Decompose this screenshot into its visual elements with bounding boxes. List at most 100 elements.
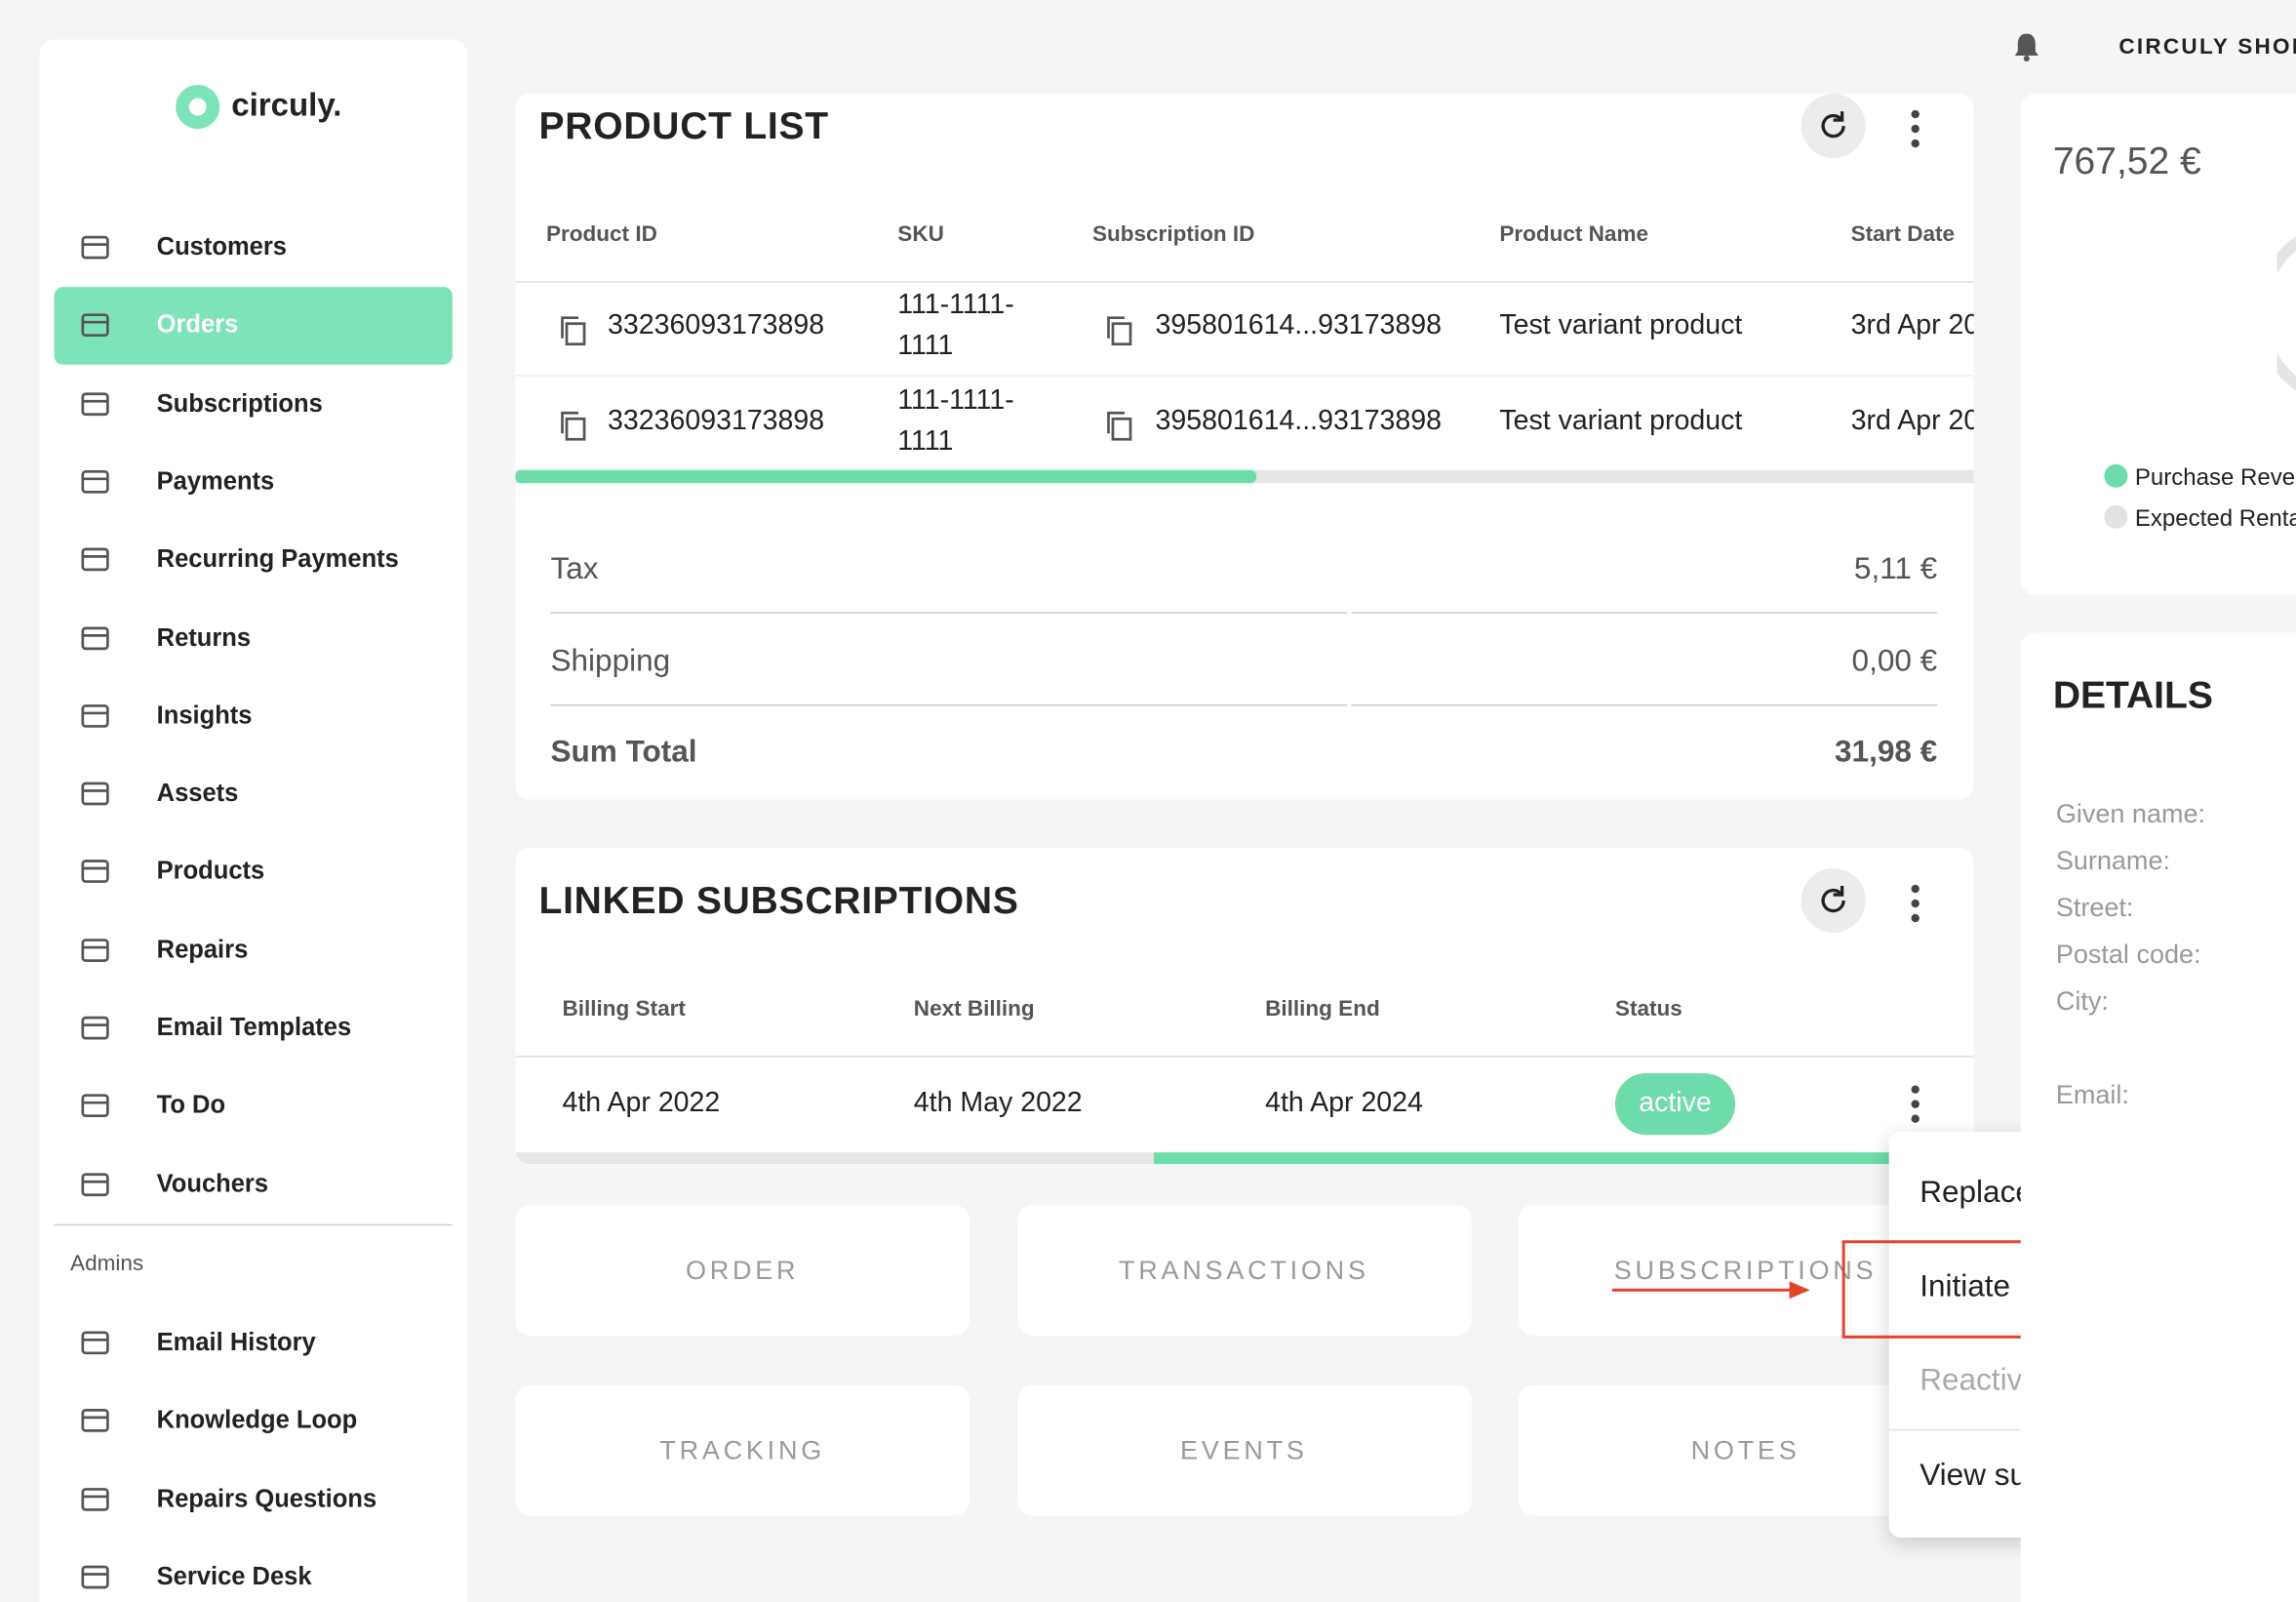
tab-label: TRACKING bbox=[659, 1435, 825, 1465]
nav-icon-svg bbox=[81, 313, 109, 338]
refresh-button[interactable] bbox=[1801, 94, 1866, 159]
column-header: Status bbox=[1614, 996, 1682, 1021]
cell: 111-1111-1111 bbox=[897, 384, 1014, 458]
nav-icon bbox=[81, 1408, 110, 1434]
divider bbox=[1351, 703, 1938, 705]
more-button[interactable] bbox=[1907, 108, 1924, 149]
bell-icon[interactable] bbox=[2013, 32, 2039, 62]
legend-label: Purchase Revenue bbox=[2134, 465, 2296, 491]
column-header: Product ID bbox=[545, 221, 657, 247]
refresh-icon-svg bbox=[1821, 111, 1845, 139]
field-label: Postal code: bbox=[2055, 939, 2201, 969]
tab-label: NOTES bbox=[1690, 1435, 1801, 1465]
sidebar: circuly. Customers Orders Subscriptions Paym… bbox=[39, 39, 467, 1602]
nav-item[interactable]: Repairs Questions bbox=[156, 1484, 377, 1512]
column-header: Billing End bbox=[1265, 996, 1380, 1021]
nav-icon-svg bbox=[81, 860, 109, 884]
tab[interactable]: EVENTS bbox=[1016, 1384, 1472, 1516]
total-value: 31,98 € bbox=[1835, 735, 1938, 769]
nav-icon bbox=[81, 1093, 110, 1119]
legend-label: Expected Rental Revenue bbox=[2134, 506, 2296, 532]
tab[interactable]: ORDER bbox=[515, 1205, 970, 1336]
nav-icon bbox=[81, 1171, 110, 1197]
field-label: Street: bbox=[2055, 892, 2134, 922]
field-label: Email: bbox=[2055, 1079, 2129, 1109]
nav-item[interactable]: Knowledge Loop bbox=[156, 1406, 358, 1434]
tab-label: TRANSACTIONS bbox=[1118, 1256, 1369, 1286]
details-card: DETAILS Given name: Surname: Street: Postal … bbox=[2020, 632, 2296, 1602]
total-label: Shipping bbox=[550, 643, 671, 678]
tab-label: ORDER bbox=[685, 1256, 800, 1286]
donut-chart bbox=[2255, 234, 2296, 395]
copy-icon-svg bbox=[561, 316, 586, 346]
cell: Test variant product bbox=[1499, 405, 1743, 437]
more-button[interactable] bbox=[1907, 1084, 1924, 1125]
nav-item[interactable]: Assets bbox=[156, 779, 239, 808]
nav-item[interactable]: To Do bbox=[156, 1091, 226, 1120]
refresh-button[interactable] bbox=[1801, 868, 1866, 934]
nav-item[interactable]: Email Templates bbox=[156, 1013, 352, 1042]
scroll-thumb[interactable] bbox=[515, 469, 1257, 484]
divider bbox=[54, 1223, 453, 1226]
more-button-svg bbox=[1911, 1085, 1920, 1123]
nav-icon bbox=[81, 624, 110, 651]
copy-icon-svg bbox=[561, 411, 586, 441]
nav-item[interactable]: Vouchers bbox=[156, 1169, 269, 1198]
card-title: DETAILS bbox=[2052, 672, 2213, 717]
more-button-svg bbox=[1911, 109, 1920, 148]
column-header: Subscription ID bbox=[1091, 221, 1255, 247]
divider bbox=[515, 281, 1974, 283]
cell: Test variant product bbox=[1499, 310, 1743, 341]
refresh-icon bbox=[1817, 885, 1849, 917]
copy-icon[interactable] bbox=[559, 315, 588, 347]
cell: 3rd Apr 2022 bbox=[1850, 310, 1974, 341]
refresh-icon-svg bbox=[1821, 886, 1845, 913]
nav-item[interactable]: Orders bbox=[156, 310, 239, 340]
nav-icon bbox=[81, 702, 110, 729]
nav-item[interactable]: Service Desk bbox=[156, 1562, 312, 1590]
nav-item[interactable]: Subscriptions bbox=[156, 388, 323, 418]
nav-icon-svg bbox=[81, 703, 109, 728]
copy-icon[interactable] bbox=[1105, 410, 1134, 442]
nav-icon-svg bbox=[81, 391, 109, 416]
nav-item[interactable]: Insights bbox=[156, 701, 253, 730]
nav-icon-svg bbox=[81, 469, 109, 494]
nav-icon-svg bbox=[81, 1172, 109, 1196]
nav-item[interactable]: Recurring Payments bbox=[156, 544, 399, 574]
more-button[interactable] bbox=[1907, 883, 1924, 924]
nav-icon-svg bbox=[81, 1409, 109, 1433]
card-title: PRODUCT LIST bbox=[538, 102, 829, 147]
tab[interactable]: TRACKING bbox=[515, 1384, 970, 1516]
copy-icon[interactable] bbox=[1105, 315, 1134, 347]
shop-name[interactable]: CIRCULY SHOP bbox=[2118, 34, 2296, 60]
divider bbox=[515, 1056, 1974, 1058]
nav-icon-svg bbox=[81, 1565, 109, 1589]
donut-chart-svg bbox=[2255, 236, 2296, 391]
nav-item[interactable]: Repairs bbox=[156, 935, 249, 964]
divider bbox=[515, 375, 1974, 377]
annotation-arrow bbox=[1610, 1278, 1815, 1302]
card-title: LINKED SUBSCRIPTIONS bbox=[538, 877, 1019, 922]
nav-item[interactable]: Payments bbox=[156, 466, 275, 496]
nav-active[interactable] bbox=[54, 287, 453, 365]
nav-icon bbox=[81, 468, 110, 495]
nav-item[interactable]: Email History bbox=[156, 1328, 316, 1356]
legend-dot bbox=[2104, 463, 2128, 488]
status: active bbox=[1639, 1088, 1712, 1119]
cell: 33236093173898 bbox=[608, 310, 825, 341]
nav-icon-svg bbox=[81, 547, 109, 572]
nav-icon bbox=[81, 312, 110, 339]
scroll-thumb[interactable] bbox=[1154, 1152, 1974, 1165]
tab[interactable]: TRANSACTIONS bbox=[1016, 1205, 1472, 1336]
nav-icon bbox=[81, 1330, 110, 1356]
nav-icon bbox=[81, 781, 110, 807]
nav-icon-svg bbox=[81, 235, 109, 260]
cell: 4th May 2022 bbox=[913, 1088, 1083, 1119]
nav-item[interactable]: Products bbox=[156, 857, 265, 886]
nav-item[interactable]: Returns bbox=[156, 622, 252, 652]
total-label: Tax bbox=[550, 551, 599, 586]
copy-icon[interactable] bbox=[559, 410, 588, 442]
column-header: Next Billing bbox=[913, 996, 1035, 1021]
nav-icon bbox=[81, 859, 110, 885]
nav-item[interactable]: Customers bbox=[156, 232, 287, 261]
